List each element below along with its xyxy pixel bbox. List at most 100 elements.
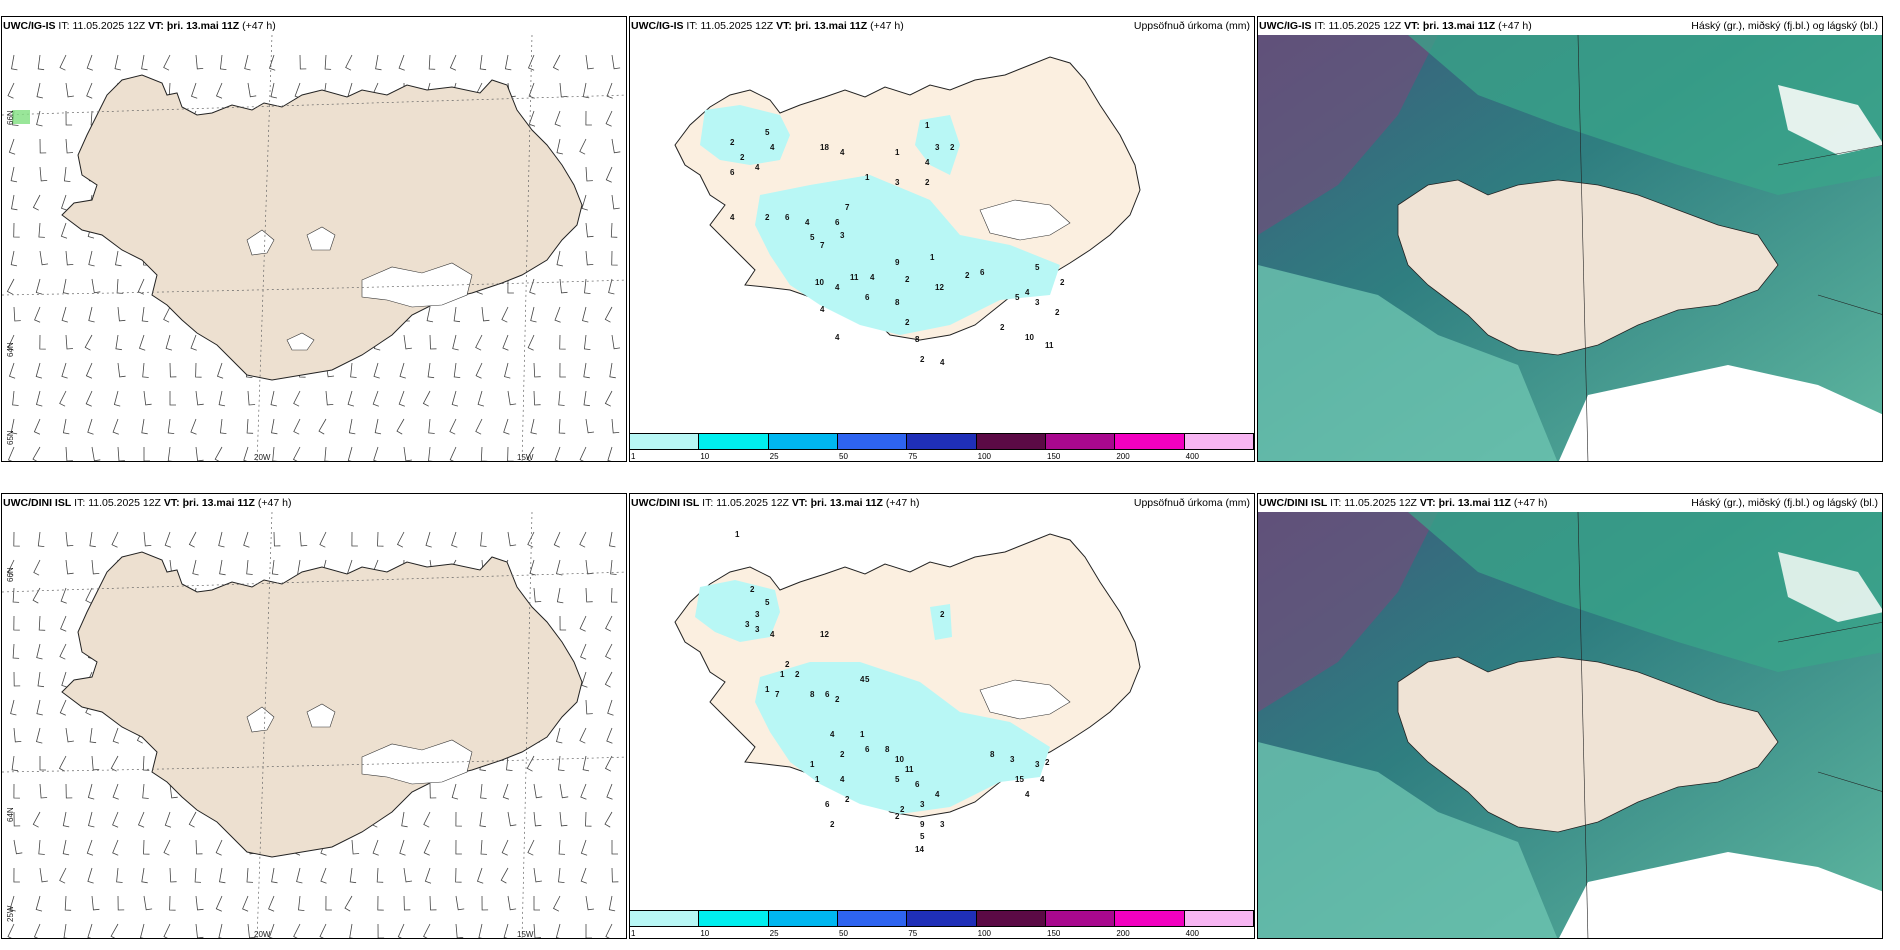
precip-value: 1 (735, 530, 740, 539)
wind-barb (114, 54, 121, 71)
wind-barb (398, 390, 405, 407)
precip-value: 11 (1045, 341, 1054, 350)
wind-barb (84, 334, 93, 351)
wind-barb (218, 923, 223, 938)
wind-barb (214, 446, 223, 461)
wind-barb (556, 727, 563, 744)
wind-barb (351, 531, 358, 547)
wind-barb (559, 278, 568, 294)
wind-barb (480, 783, 487, 799)
wind-barb (585, 166, 593, 182)
wind-barb (475, 362, 483, 379)
wind-barb (608, 895, 616, 912)
wind-barb (195, 362, 202, 378)
wind-barb (585, 110, 592, 126)
lon-label-20w: 20W (254, 453, 271, 462)
wind-barb (299, 531, 308, 547)
wind-barb (583, 390, 590, 407)
wind-barb (268, 923, 275, 938)
wind-barb (428, 446, 433, 461)
wind-barb (13, 306, 21, 322)
wind-barb (88, 811, 95, 828)
precip-area-south (755, 175, 1060, 335)
precip-value: 2 (730, 138, 735, 147)
wind-barb (530, 306, 537, 323)
colorbar-swatch (768, 910, 838, 927)
colorbar-swatch (1046, 433, 1116, 450)
wind-barb (296, 867, 303, 884)
precip-value: 4 (835, 333, 840, 342)
colorbar-swatch (976, 433, 1046, 450)
wind-barb (556, 250, 563, 267)
wind-barb (552, 54, 561, 71)
precip-value: 3 (1035, 298, 1040, 307)
precip-value: 4 (830, 730, 835, 739)
wind-barb (219, 54, 227, 70)
precip-value: 11 (905, 765, 914, 774)
wind-barb (13, 531, 20, 547)
wind-barb (85, 587, 93, 604)
wind-barb (579, 446, 587, 461)
precip-area-north (930, 604, 952, 640)
wind-barb (117, 362, 126, 378)
precip-value: 8 (915, 335, 920, 344)
wind-barb (7, 446, 15, 461)
wind-barb (65, 727, 74, 743)
wind-barb (552, 895, 561, 912)
wind-barb (143, 839, 150, 855)
wind-barb (169, 867, 177, 883)
wind-barb (528, 82, 535, 99)
wind-barb (65, 783, 73, 799)
wind-barb (58, 755, 67, 772)
wind-barb (530, 418, 537, 435)
wind-barb (117, 446, 125, 461)
wind-barb (480, 446, 488, 461)
lat-label-66: 66N (6, 110, 15, 125)
wind-barb (604, 671, 613, 688)
wind-barb (61, 362, 68, 379)
precip-value: 1 (930, 253, 935, 262)
wind-barb (215, 82, 223, 99)
mid-cloud-band (1408, 35, 1882, 195)
wind-barb (39, 334, 46, 350)
colorbar-tick-label: 200 (1116, 929, 1130, 938)
precip-value: 4 (770, 630, 775, 639)
wind-barb (86, 54, 93, 71)
wind-barb (244, 54, 251, 71)
wind-barb (33, 923, 41, 938)
wind-barb (32, 446, 41, 461)
wind-barb (268, 895, 275, 912)
wind-barb (555, 923, 561, 938)
precip-map-panel-bottom: UWC/DINI ISL IT: 11.05.2025 12Z VT: þri.… (629, 493, 1255, 939)
precip-value: 3 (935, 143, 940, 152)
wind-barb (507, 390, 517, 406)
wind-barb (195, 923, 204, 938)
wind-barb (91, 446, 101, 461)
lat-label-66: 66N (6, 567, 15, 582)
wind-barb (319, 923, 327, 938)
wind-barb (36, 82, 43, 99)
colorbar-swatch (768, 433, 838, 450)
precip-value: 6 (825, 690, 830, 699)
wind-barb (376, 867, 384, 883)
wind-barb (62, 278, 70, 295)
wind-barb (7, 559, 15, 576)
wind-barb (61, 671, 68, 688)
wind-barb (65, 138, 74, 154)
wind-barb (169, 391, 176, 406)
wind-barb (558, 390, 565, 406)
colorbar-tick-label: 75 (908, 929, 918, 938)
wind-barb (13, 811, 21, 827)
wind-barb (192, 559, 199, 576)
wind-barb (503, 418, 510, 435)
wind-barb (377, 531, 384, 547)
wind-barb (453, 306, 461, 323)
wind-barb (527, 54, 535, 71)
wind-barb (581, 194, 588, 211)
wind-barb (60, 587, 67, 604)
precip-value: 10 (1025, 333, 1034, 342)
wind-barb (39, 867, 48, 883)
wind-barb (449, 446, 457, 461)
wind-barb (449, 418, 457, 435)
wind-barb (243, 531, 250, 548)
